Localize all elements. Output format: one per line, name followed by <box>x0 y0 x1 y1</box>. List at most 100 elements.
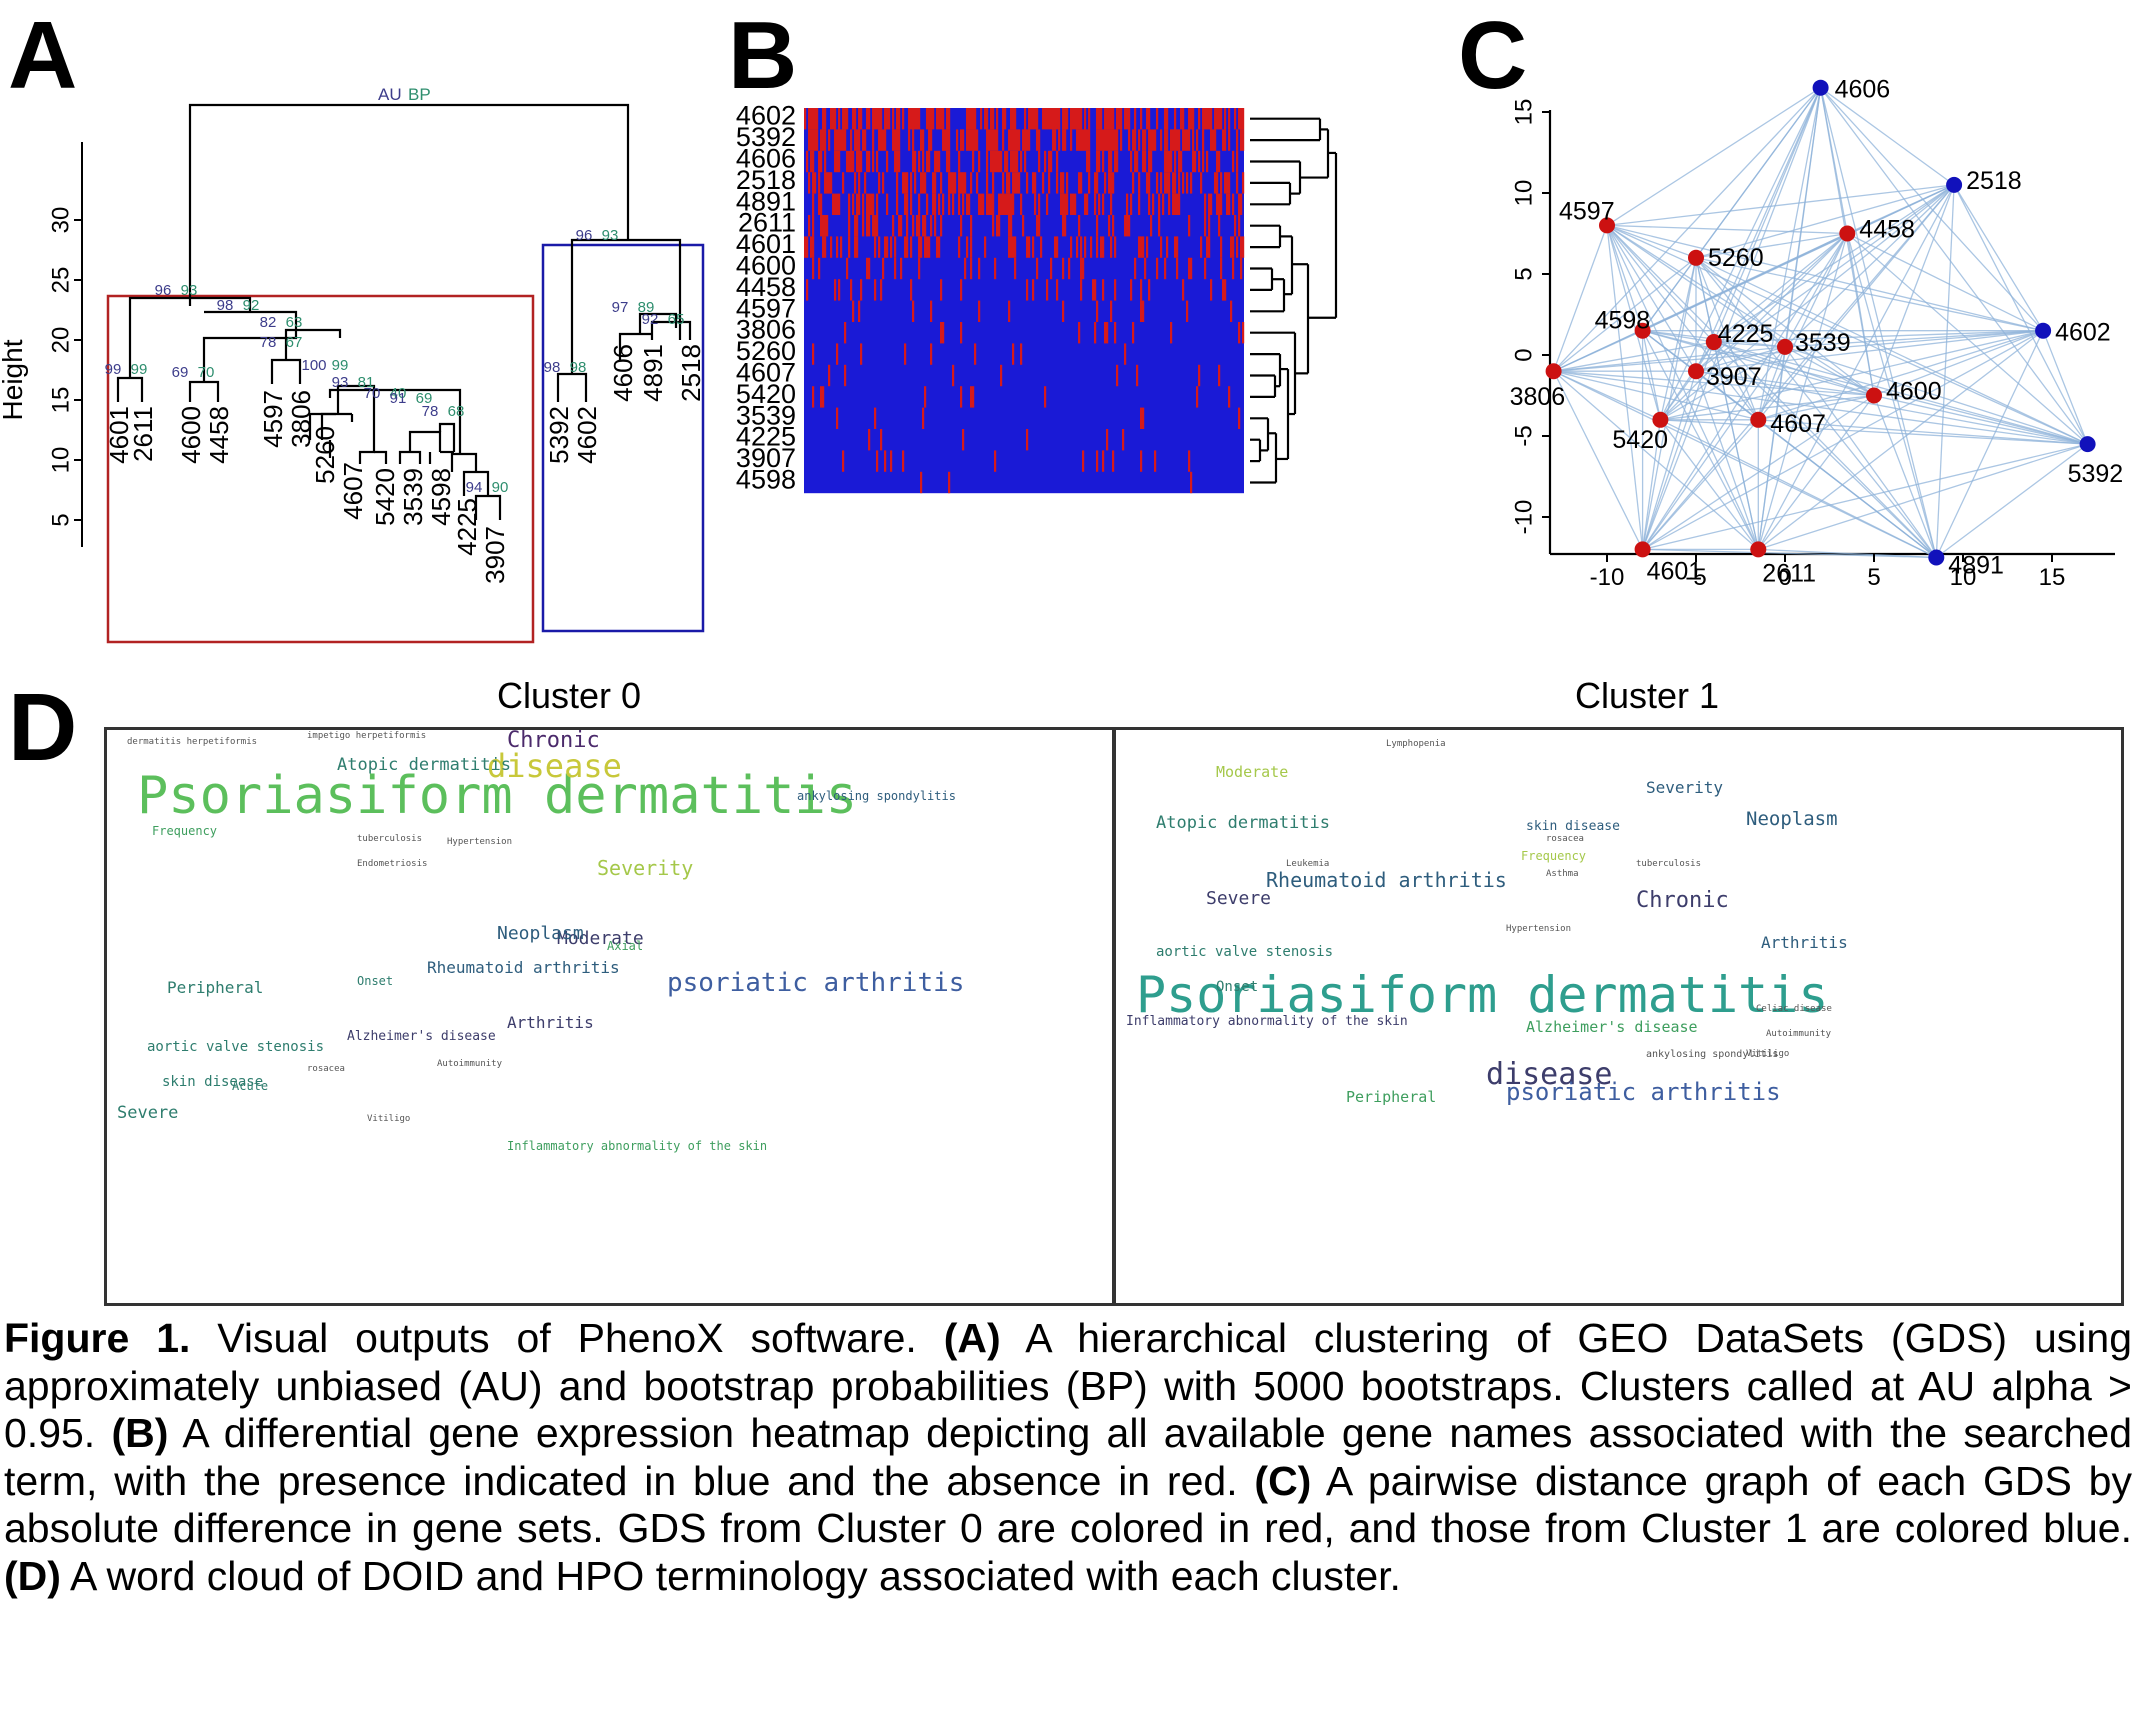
heatmap-cell-absent <box>914 150 917 173</box>
heatmap-cell-absent <box>970 257 973 280</box>
heatmap-cell-absent <box>884 236 887 258</box>
heatmap-cell-absent <box>990 129 993 151</box>
heatmap-cell-absent <box>1014 108 1017 130</box>
heatmap-cell-absent <box>1166 172 1169 194</box>
word-cloud-term: impetigo herpetiformis <box>307 731 427 741</box>
word-cloud-term: Arthritis <box>1761 933 1848 952</box>
heatmap-cell-absent <box>882 129 885 151</box>
heatmap-cell-absent <box>894 257 897 280</box>
heatmap-row-label: 4602 <box>736 101 796 131</box>
heatmap-cell-absent <box>906 236 909 258</box>
heatmap-cell-absent <box>910 193 913 215</box>
word-cloud-term: Atopic dermatitis <box>1156 813 1330 833</box>
graph-edge <box>1935 184 1955 558</box>
heatmap-cell-absent <box>930 343 933 365</box>
graph-edge <box>1606 225 1662 420</box>
heatmap-cell-absent <box>804 108 807 130</box>
heatmap-cell-absent <box>1106 429 1109 451</box>
cluster-1-box <box>541 243 705 633</box>
heatmap-cell-absent <box>934 172 937 194</box>
heatmap-cell-absent <box>902 172 905 194</box>
heatmap-cell-absent <box>1236 172 1239 194</box>
cluster-1-node <box>1946 176 1963 193</box>
heatmap-cell-absent <box>1078 108 1081 130</box>
graph-edge <box>1713 341 1759 550</box>
heatmap-cell-absent <box>1238 215 1241 237</box>
heatmap-cell-absent <box>1046 108 1049 130</box>
heatmap-cell-absent <box>828 364 831 387</box>
heatmap-panel: 4602539246062518489126114601460044584597… <box>736 101 1338 494</box>
heatmap-cell-absent <box>938 150 941 173</box>
graph-edge <box>1873 184 1955 396</box>
heatmap-cell-absent <box>1110 108 1113 130</box>
graph-edge <box>1659 233 1848 421</box>
heatmap-cell-absent <box>930 129 933 151</box>
heatmap-cell-absent <box>1050 257 1053 280</box>
heatmap-cell-absent <box>878 172 881 194</box>
heatmap-cell-absent <box>1008 172 1011 194</box>
graph-edge <box>1606 224 2044 332</box>
node-label: 5420 <box>1612 426 1668 454</box>
root-au-label: AU <box>378 85 402 104</box>
cluster-0-node <box>1688 363 1704 380</box>
heatmap-cell-absent <box>932 193 935 215</box>
graph-edge <box>1935 443 2088 559</box>
graph-edge <box>1606 87 1821 226</box>
heatmap-cell-absent <box>968 193 971 215</box>
heatmap-cell-absent <box>1156 172 1159 194</box>
heatmap-cell-absent <box>1130 279 1133 301</box>
heatmap-cell-absent <box>1124 215 1127 237</box>
heatmap-cell-absent <box>1148 279 1151 301</box>
heatmap-cell-absent <box>1112 129 1115 151</box>
heatmap-cell-absent <box>1096 236 1099 258</box>
heatmap-cell-absent <box>1062 257 1065 280</box>
heatmap-cell-absent <box>980 108 983 130</box>
graph-edge <box>1713 341 1786 348</box>
heatmap-cell-absent <box>842 108 845 130</box>
heatmap-cell-absent <box>1002 108 1005 130</box>
heatmap-cell-absent <box>812 129 815 151</box>
heatmap-cell-absent <box>1048 108 1051 130</box>
heatmap-cell-absent <box>1062 172 1065 194</box>
heatmap-cell-absent <box>952 193 955 215</box>
heatmap-cell-absent <box>858 108 861 130</box>
heatmap-cell-absent <box>1176 257 1179 280</box>
heatmap-cell-absent <box>856 193 859 215</box>
au-value: 100 <box>301 357 326 374</box>
heatmap-cell-absent <box>1130 150 1133 173</box>
heatmap-cell-absent <box>884 129 887 151</box>
heatmap-cell-absent <box>906 172 909 194</box>
cluster-0-node <box>1634 541 1651 558</box>
word-cloud-term: Inflammatory abnormality of the skin <box>507 1139 768 1153</box>
graph-edge <box>1641 419 1662 550</box>
heatmap-cell-absent <box>836 150 839 173</box>
caption-c-label: (C) <box>1254 1457 1312 1504</box>
heatmap-cell-absent <box>870 193 873 215</box>
bp-value: 65 <box>668 311 685 328</box>
heatmap-cell-absent <box>878 236 881 258</box>
cluster-0-node <box>1839 225 1856 242</box>
heatmap-cell-absent <box>986 150 989 173</box>
heatmap-cell-absent <box>1168 150 1171 173</box>
heatmap-cell-absent <box>1182 172 1185 194</box>
heatmap-cell-absent <box>1032 236 1035 258</box>
heatmap-cell-absent <box>1038 193 1041 215</box>
graph-edge <box>1606 225 1697 372</box>
heatmap-cell-absent <box>812 150 815 173</box>
heatmap-cell-absent <box>948 108 951 130</box>
heatmap-cell-absent <box>996 215 999 237</box>
heatmap-cell-absent <box>886 193 889 215</box>
graph-edge <box>1695 184 1955 259</box>
graph-edge <box>1784 233 1848 348</box>
heatmap-cell-absent <box>1214 172 1217 194</box>
graph-edge <box>1758 419 2088 445</box>
y-tick-label: 10 <box>1510 180 1537 207</box>
heatmap-cell-absent <box>904 172 907 194</box>
graph-edge <box>1553 341 1714 372</box>
heatmap-cell-absent <box>1218 215 1221 237</box>
au-value: 70 <box>364 385 381 402</box>
heatmap-cell-absent <box>842 450 845 472</box>
heatmap-cell-absent <box>874 279 877 301</box>
graph-edge <box>1606 224 2088 445</box>
heatmap-cell-absent <box>1038 150 1041 173</box>
